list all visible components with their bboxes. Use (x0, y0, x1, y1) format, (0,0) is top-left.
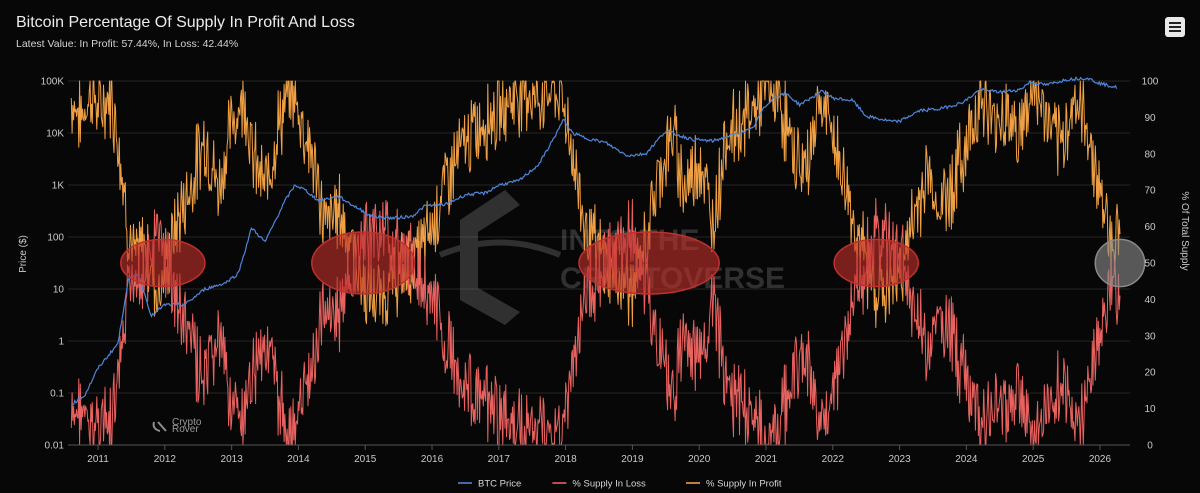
x-tick-label: 2018 (554, 454, 577, 465)
x-tick-label: 2012 (154, 454, 177, 465)
y-left-tick-label: 1K (52, 181, 65, 192)
x-tick-label: 2016 (421, 454, 444, 465)
latest-value-subtitle: Latest Value: In Profit: 57.44%, In Loss… (16, 38, 239, 50)
y-left-tick-label: 1 (58, 337, 64, 348)
hamburger-menu-icon[interactable] (1165, 17, 1185, 37)
y-right-tick-label: 30 (1144, 331, 1156, 342)
grid-lines (68, 80, 1130, 446)
crypto-rover-logo-icon (152, 421, 167, 432)
badge-line1: Crypto (172, 417, 202, 428)
y-left-tick-label: 10 (53, 285, 65, 296)
cryptoverse-logo-arc-icon (438, 239, 562, 258)
y-right-tick-label: 80 (1144, 149, 1156, 160)
series-btc-price (71, 75, 1118, 406)
x-axis: 2011 2012 2013 2014 2015 2016 2017 2018 2019 2020… (68, 444, 1130, 465)
x-tick-label: 2024 (955, 454, 978, 465)
y-left-tick-label: 0.1 (50, 389, 64, 400)
x-tick-label: 2021 (755, 454, 778, 465)
btc-price-line (71, 75, 1118, 406)
highlight-ellipse (311, 231, 416, 295)
x-tick-label: 2011 (87, 454, 109, 465)
y-right-tick-label: 40 (1144, 295, 1156, 306)
y-right-tick-label: 20 (1144, 368, 1156, 379)
y-right-tick-label: 50 (1144, 259, 1156, 270)
y-right-tick-label: 60 (1144, 222, 1156, 233)
badge-line2: Rover (172, 424, 199, 435)
y-right-tick-label: 0 (1147, 441, 1153, 452)
highlight-ellipse (578, 231, 720, 295)
y-left-tick-label: 10K (46, 129, 64, 140)
y-right-axis-title: % Of Total Supply (1179, 191, 1190, 270)
y-right-tick-label: 100 (1142, 77, 1159, 88)
x-tick-label: 2013 (221, 454, 244, 465)
y-left-tick-label: 0.01 (45, 441, 65, 452)
y-left-tick-label: 100K (41, 77, 65, 88)
x-tick-label: 2023 (888, 454, 911, 465)
highlight-ellipses (120, 231, 1146, 295)
crypto-rover-badge: Crypto Rover (152, 417, 202, 435)
y-right-tick-label: 10 (1144, 404, 1156, 415)
x-tick-label: 2020 (688, 454, 711, 465)
x-tick-label: 2025 (1022, 454, 1045, 465)
x-tick-label: 2022 (822, 454, 845, 465)
highlight-ellipse (120, 238, 206, 288)
y-left-axis-title: Price ($) (18, 235, 29, 273)
x-tick-label: 2015 (354, 454, 377, 465)
chart-title: Bitcoin Percentage Of Supply In Profit A… (16, 14, 355, 31)
y-left-tick-label: 100 (47, 233, 64, 244)
highlight-ellipse (833, 238, 920, 288)
cryptoverse-logo-icon (460, 190, 520, 325)
legend-label: BTC Price (478, 479, 521, 490)
x-tick-label: 2019 (621, 454, 644, 465)
legend: BTC Price % Supply In Loss % Supply In Pro… (458, 479, 782, 490)
x-tick-label: 2026 (1089, 454, 1112, 465)
x-tick-label: 2014 (287, 454, 310, 465)
legend-label: % Supply In Loss (572, 479, 646, 490)
y-right-tick-label: 90 (1144, 113, 1156, 124)
x-tick-label: 2017 (488, 454, 511, 465)
highlight-ellipse (1094, 238, 1146, 288)
y-right-tick-label: 70 (1144, 186, 1156, 197)
y-left-axis: 0.01 0.1 1 10 100 1K 10K 100K (41, 77, 65, 452)
legend-label: % Supply In Profit (706, 479, 782, 490)
y-right-axis: 0 10 20 30 40 50 60 70 80 90 100 (1142, 77, 1159, 452)
